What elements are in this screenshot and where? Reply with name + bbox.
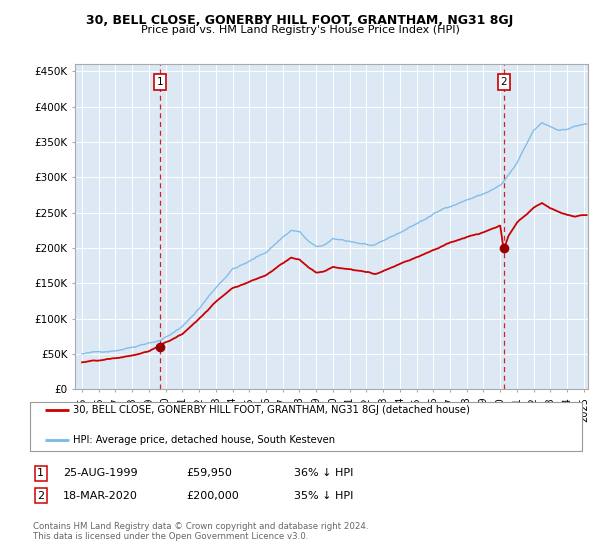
Text: 2: 2 — [37, 491, 44, 501]
Text: £200,000: £200,000 — [186, 491, 239, 501]
Text: £59,950: £59,950 — [186, 468, 232, 478]
Text: 35% ↓ HPI: 35% ↓ HPI — [294, 491, 353, 501]
Text: 30, BELL CLOSE, GONERBY HILL FOOT, GRANTHAM, NG31 8GJ: 30, BELL CLOSE, GONERBY HILL FOOT, GRANT… — [86, 14, 514, 27]
Text: 25-AUG-1999: 25-AUG-1999 — [63, 468, 137, 478]
Text: Contains HM Land Registry data © Crown copyright and database right 2024.
This d: Contains HM Land Registry data © Crown c… — [33, 522, 368, 542]
Text: 30, BELL CLOSE, GONERBY HILL FOOT, GRANTHAM, NG31 8GJ (detached house): 30, BELL CLOSE, GONERBY HILL FOOT, GRANT… — [73, 405, 470, 416]
Text: 2: 2 — [500, 77, 507, 87]
Text: 1: 1 — [37, 468, 44, 478]
Text: 18-MAR-2020: 18-MAR-2020 — [63, 491, 138, 501]
Text: 36% ↓ HPI: 36% ↓ HPI — [294, 468, 353, 478]
Text: Price paid vs. HM Land Registry's House Price Index (HPI): Price paid vs. HM Land Registry's House … — [140, 25, 460, 35]
Text: HPI: Average price, detached house, South Kesteven: HPI: Average price, detached house, Sout… — [73, 435, 335, 445]
Text: 1: 1 — [157, 77, 163, 87]
